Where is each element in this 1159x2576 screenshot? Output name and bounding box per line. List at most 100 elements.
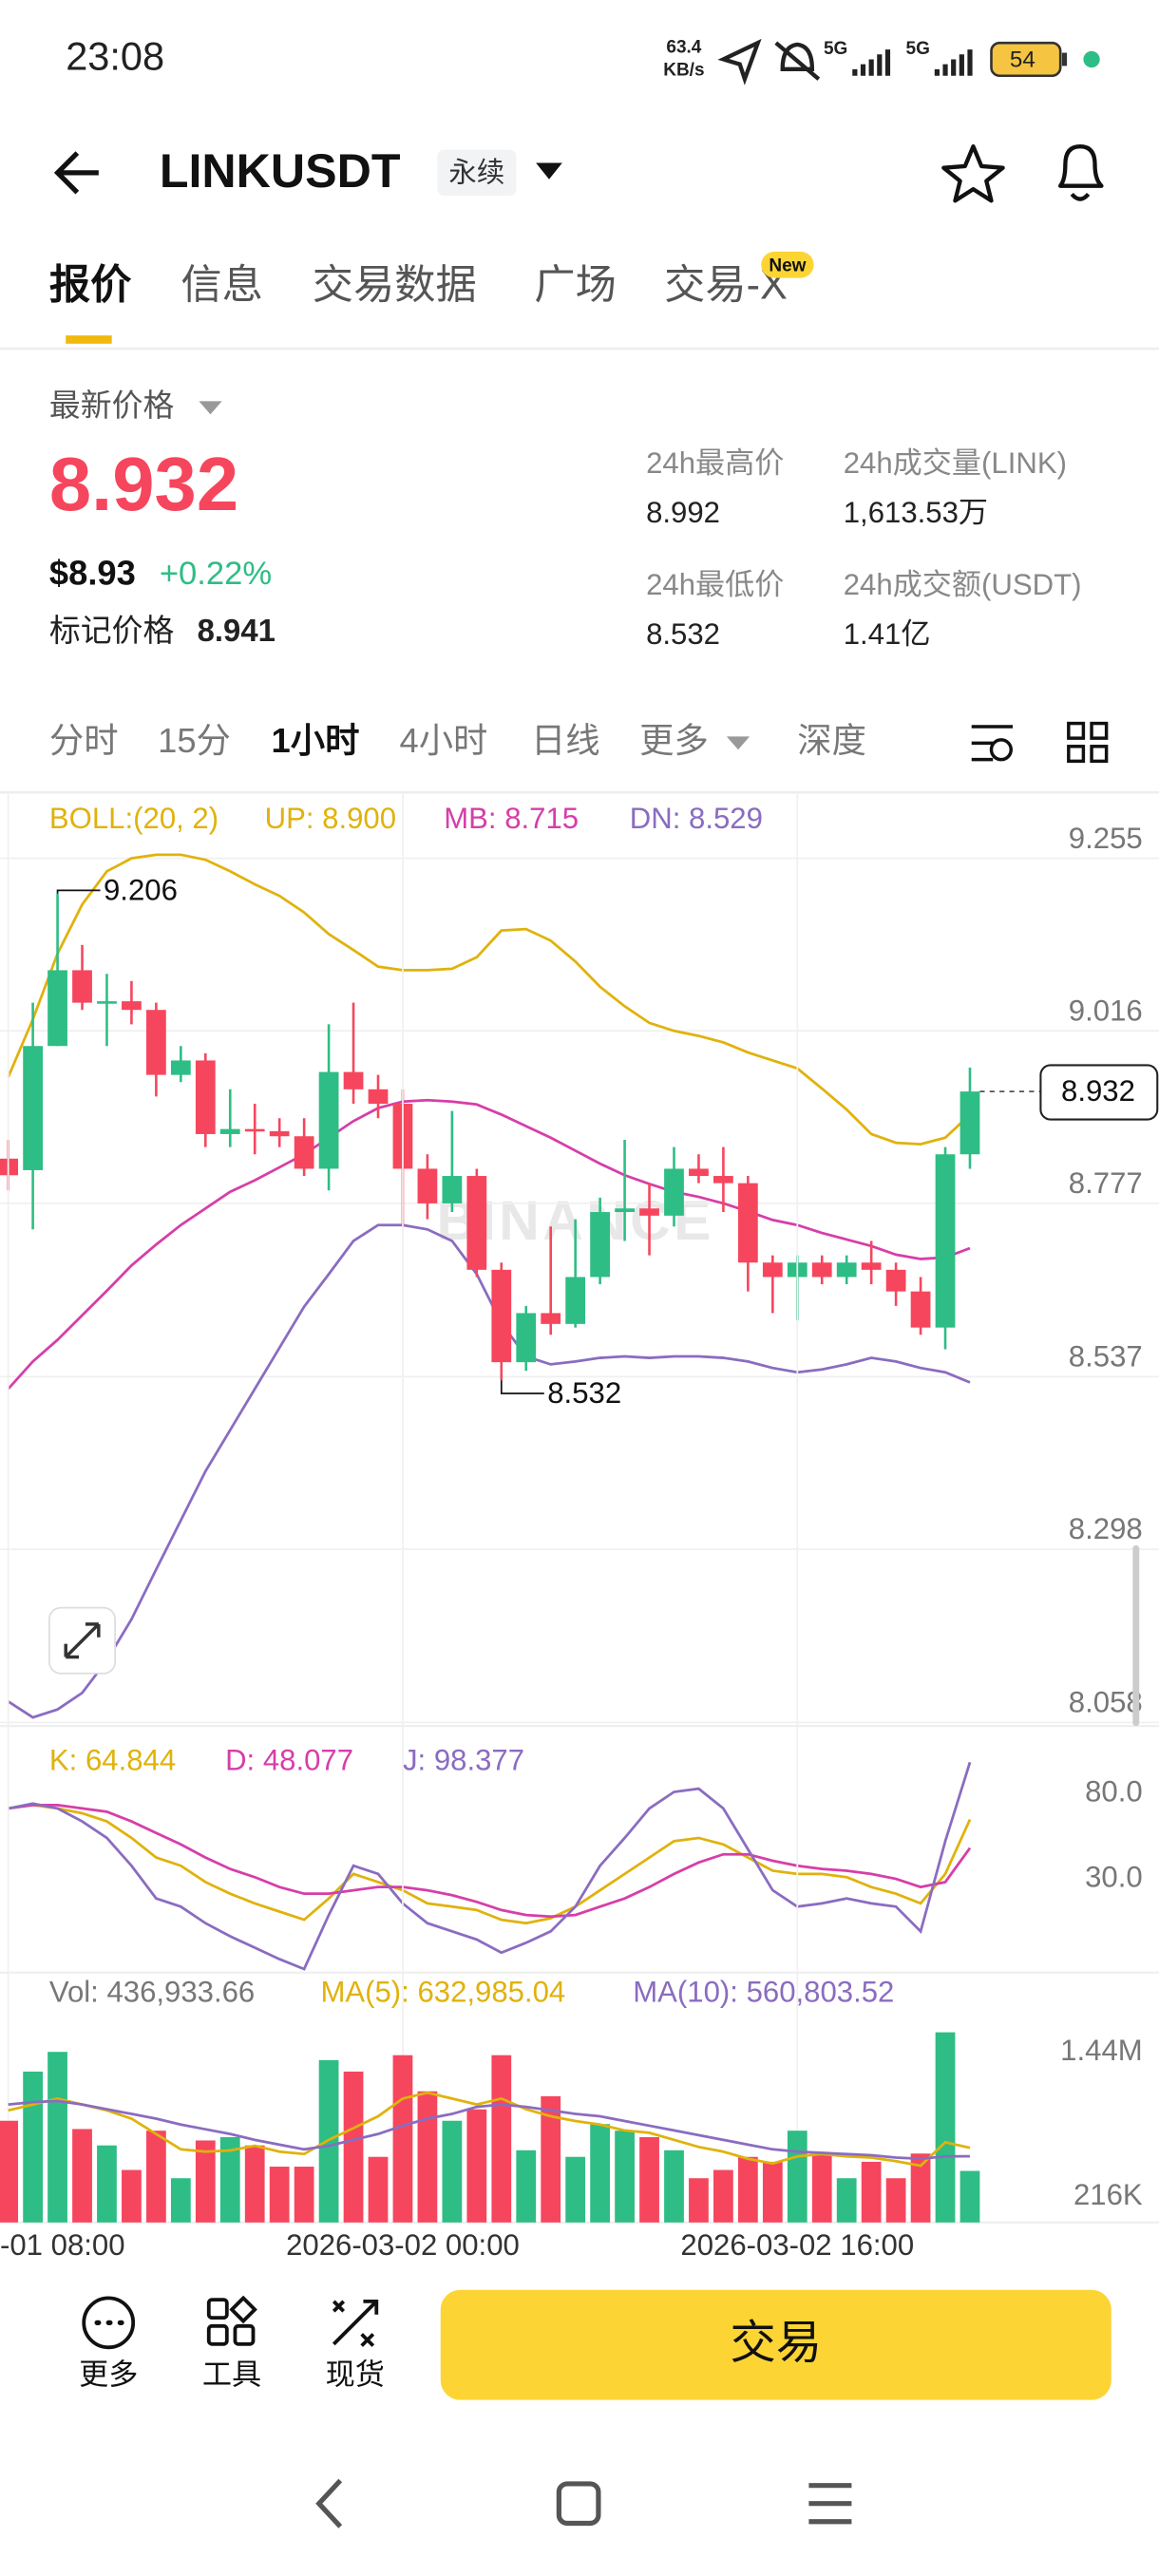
indicator-title: Vol: 436,933.66 <box>49 1975 255 2008</box>
volume-bar <box>442 2120 463 2223</box>
y-tick-label: 80.0 <box>1085 1775 1143 1809</box>
candle-body <box>516 1313 537 1363</box>
volume-bar <box>72 2129 92 2223</box>
new-badge: New <box>769 256 806 276</box>
indicator-settings[interactable] <box>971 725 1013 762</box>
symbol-dropdown[interactable] <box>536 162 562 180</box>
spot-icon[interactable] <box>332 2299 379 2347</box>
min-label: 8.532 <box>547 1376 621 1410</box>
tab[interactable]: 交易数据 <box>313 262 477 308</box>
signal-2 <box>934 49 973 76</box>
candle-body <box>244 1128 265 1132</box>
candle-body <box>195 1060 216 1134</box>
new-badge-bg <box>761 251 814 278</box>
y-tick-label: 8.058 <box>1069 1686 1143 1719</box>
volume-bar <box>97 2145 117 2223</box>
alert-button[interactable] <box>1058 144 1104 201</box>
y-tick-label: 9.016 <box>1069 994 1143 1027</box>
interval[interactable]: 15分 <box>158 721 231 760</box>
last-price-tag <box>1039 1064 1159 1121</box>
nav-home[interactable] <box>556 2481 601 2527</box>
indicator-line <box>8 1803 972 1925</box>
stat-value: 8.992 <box>646 496 720 529</box>
volume-bar <box>615 2131 635 2223</box>
last-price-tag-label: 8.932 <box>1061 1074 1135 1108</box>
usd-price: $8.93 <box>49 553 136 592</box>
volume-bar <box>590 2124 611 2223</box>
candle-body <box>23 1046 43 1170</box>
interval[interactable]: 4小时 <box>400 721 488 760</box>
nav-menu[interactable] <box>808 2483 852 2525</box>
tab-indicator <box>66 335 112 344</box>
indicator-line <box>7 853 971 1146</box>
candle-body <box>294 1136 314 1169</box>
more-dropdown[interactable] <box>726 736 750 750</box>
candle-body <box>48 970 67 1047</box>
indicator-line <box>8 2091 971 2168</box>
more-icon[interactable] <box>82 2296 136 2350</box>
candle-body <box>541 1313 561 1324</box>
indicator-line <box>8 1761 972 1971</box>
interval[interactable]: 日线 <box>531 721 600 760</box>
tools-label: 工具 <box>202 2358 261 2392</box>
candle-body <box>811 1262 832 1278</box>
candle-body <box>960 1091 980 1155</box>
min-pointer <box>500 1380 544 1394</box>
layout-button[interactable] <box>1067 721 1109 764</box>
candle-body <box>935 1154 956 1328</box>
stats: 24h最高价 8.992 24h成交量(LINK) 1,613.53万 24h最低价 8.… <box>646 446 1081 651</box>
interval[interactable]: 更多 <box>639 721 709 760</box>
indicator-line <box>8 2099 970 2161</box>
volume-bar <box>639 2136 659 2223</box>
volume-bar <box>713 2169 733 2223</box>
stat-value: 1,613.53万 <box>844 496 988 529</box>
volume-bar <box>466 2109 487 2223</box>
last-price: 8.932 <box>49 442 238 526</box>
candle-body <box>689 1168 709 1177</box>
volume-bar <box>392 2055 413 2223</box>
status-speed: 63.4 <box>666 37 701 57</box>
interval[interactable]: 分时 <box>49 721 119 760</box>
back-button[interactable] <box>53 151 99 195</box>
volume-bar <box>960 2170 980 2223</box>
favorite-button[interactable] <box>941 144 1005 203</box>
y-tick-label: 8.537 <box>1069 1340 1143 1373</box>
tools-icon[interactable] <box>206 2295 257 2346</box>
spot-label: 现货 <box>326 2358 385 2392</box>
volume-bar <box>885 2178 906 2223</box>
candle-body <box>72 970 92 1003</box>
y-tick-label: 216K <box>1074 2178 1143 2211</box>
candle-body <box>713 1176 733 1184</box>
status-time: 23:08 <box>66 33 164 78</box>
legend-entry: D: 48.077 <box>225 1743 353 1776</box>
legend-entry: DN: 8.529 <box>630 802 763 835</box>
volume-bar <box>664 2150 684 2223</box>
legend-entry: K: 64.844 <box>49 1743 176 1776</box>
candle-body <box>170 1060 191 1075</box>
volume-bar <box>541 2095 561 2223</box>
nav-back[interactable] <box>315 2478 343 2529</box>
price-dropdown[interactable] <box>199 401 222 415</box>
volume-bar <box>935 2032 956 2223</box>
candle-body <box>737 1183 758 1263</box>
volume-bar <box>146 2131 166 2223</box>
candle-body <box>97 1001 117 1004</box>
trade-button[interactable] <box>440 2289 1112 2400</box>
volume-bar <box>565 2156 586 2223</box>
candle-body <box>318 1071 339 1169</box>
network-1: 5G <box>824 39 847 59</box>
volume-bar <box>787 2131 808 2223</box>
interval[interactable]: 1小时 <box>272 721 360 760</box>
volume-bar <box>269 2167 290 2223</box>
interval[interactable]: 深度 <box>797 721 866 760</box>
max-label: 9.206 <box>104 873 178 906</box>
volume-bar <box>195 2140 216 2223</box>
tab[interactable]: 信息 <box>180 262 263 308</box>
tab[interactable]: 报价 <box>49 262 132 308</box>
y-tick-label: 8.298 <box>1069 1512 1143 1545</box>
y-tick-label: 30.0 <box>1085 1860 1143 1893</box>
volume-bar <box>762 2161 783 2223</box>
tab[interactable]: 广场 <box>534 262 617 308</box>
